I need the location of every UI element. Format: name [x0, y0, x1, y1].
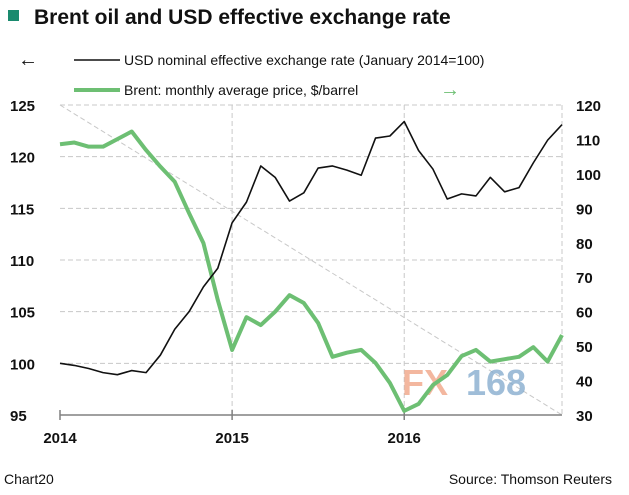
gridlines [59, 104, 563, 416]
right-tick-label: 100 [576, 167, 601, 184]
right-tick-label: 110 [576, 132, 600, 149]
left-tick-label: 120 [10, 150, 35, 167]
series-lines [59, 120, 564, 413]
gridline-v [59, 104, 563, 416]
watermark: FX 168 [402, 362, 526, 403]
usd-line [59, 120, 563, 376]
right-tick-label: 40 [576, 374, 593, 391]
legend: ← USD nominal effective exchange rate (J… [18, 49, 484, 101]
footer-chart-id: Chart20 [4, 471, 54, 487]
legend-usd-label: USD nominal effective exchange rate (Jan… [124, 52, 484, 68]
x-tick-label: 2016 [388, 430, 421, 447]
footer-source: Source: Thomson Reuters [449, 471, 612, 487]
legend-usd-arrow: ← [18, 49, 38, 71]
x-tick-label: 2014 [43, 430, 77, 447]
right-tick-label: 70 [576, 270, 593, 287]
right-tick-label: 90 [576, 201, 593, 218]
left-tick-label: 105 [10, 305, 35, 322]
left-tick-label: 110 [10, 253, 34, 270]
left-tick-label: 115 [10, 201, 34, 218]
chart-title: Brent oil and USD effective exchange rat… [34, 6, 451, 29]
left-tick-label: 100 [10, 356, 35, 373]
legend-brent-label: Brent: monthly average price, $/barrel [124, 82, 358, 98]
axes: 95 100 105 110 115 120 125 30 40 50 60 70 80 90 100 110… [10, 98, 601, 447]
x-tick-label: 2015 [215, 430, 248, 447]
watermark-168: 168 [466, 362, 526, 403]
title-marker [8, 10, 19, 21]
legend-brent-arrow: → [440, 79, 460, 101]
right-tick-label: 60 [576, 305, 593, 322]
right-tick-label: 50 [576, 339, 593, 356]
brent-line [59, 129, 564, 413]
left-tick-label: 125 [10, 98, 35, 115]
right-tick-label: 120 [576, 98, 601, 115]
left-tick-label: 95 [10, 408, 27, 425]
right-tick-label: 80 [576, 236, 593, 253]
right-tick-label: 30 [576, 408, 593, 425]
